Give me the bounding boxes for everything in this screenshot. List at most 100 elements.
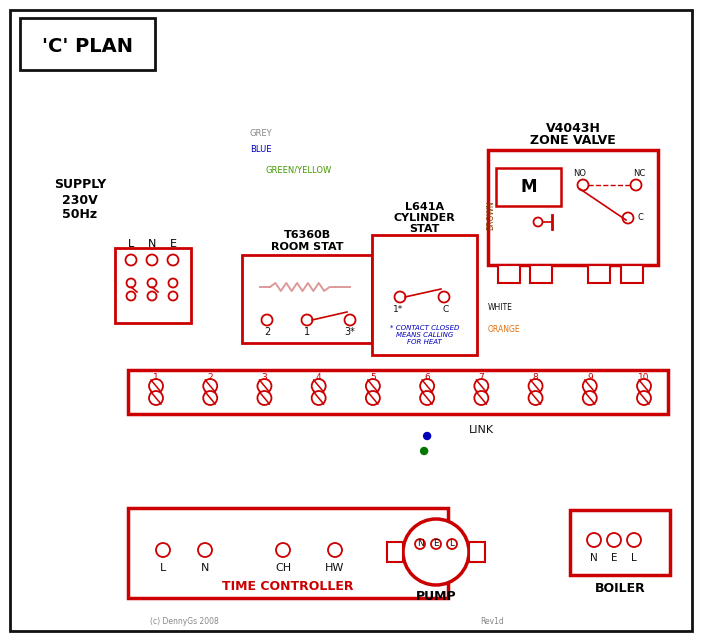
- Text: 9: 9: [587, 374, 592, 383]
- Text: PUMP: PUMP: [416, 590, 456, 603]
- Bar: [20, 18, 155, 70]
- Circle shape: [126, 278, 135, 288]
- Text: 7: 7: [479, 374, 484, 383]
- Text: TIME CONTROLLER: TIME CONTROLLER: [223, 579, 354, 592]
- Text: CH: CH: [275, 563, 291, 573]
- Circle shape: [156, 543, 170, 557]
- Circle shape: [475, 391, 489, 405]
- Circle shape: [149, 391, 163, 405]
- Text: WHITE: WHITE: [488, 303, 513, 312]
- Circle shape: [147, 292, 157, 301]
- Bar: [115, 248, 191, 323]
- Circle shape: [258, 391, 272, 405]
- Circle shape: [587, 533, 601, 547]
- Text: HW: HW: [325, 563, 345, 573]
- Text: LINK: LINK: [469, 425, 494, 435]
- Text: V4043H: V4043H: [545, 122, 600, 135]
- Text: L: L: [631, 553, 637, 563]
- Circle shape: [529, 379, 543, 393]
- Circle shape: [149, 379, 163, 393]
- Text: C: C: [443, 306, 449, 315]
- Text: N: N: [416, 540, 423, 549]
- Text: 1*: 1*: [393, 306, 403, 315]
- Bar: [387, 542, 403, 562]
- Bar: [242, 255, 372, 343]
- Text: STAT: STAT: [409, 224, 439, 234]
- Circle shape: [623, 213, 633, 224]
- Text: NO: NO: [574, 169, 586, 178]
- Circle shape: [475, 379, 489, 393]
- Circle shape: [439, 292, 449, 303]
- Circle shape: [328, 543, 342, 557]
- Circle shape: [630, 179, 642, 190]
- Text: 3*: 3*: [345, 327, 355, 337]
- Circle shape: [395, 292, 406, 303]
- Circle shape: [447, 539, 457, 549]
- Circle shape: [203, 391, 217, 405]
- Text: Rev1d: Rev1d: [480, 617, 504, 626]
- Text: L: L: [449, 540, 454, 549]
- Circle shape: [126, 292, 135, 301]
- Circle shape: [345, 315, 355, 326]
- Text: E: E: [433, 540, 439, 549]
- Bar: [621, 265, 643, 283]
- Circle shape: [198, 543, 212, 557]
- Text: L: L: [160, 563, 166, 573]
- Text: NC: NC: [633, 169, 645, 178]
- Text: T6360B: T6360B: [284, 230, 331, 240]
- Circle shape: [147, 254, 157, 265]
- Bar: [588, 265, 610, 283]
- Circle shape: [276, 543, 290, 557]
- Text: 2: 2: [264, 327, 270, 337]
- Text: 10: 10: [638, 374, 650, 383]
- Text: 3: 3: [262, 374, 267, 383]
- Text: 8: 8: [533, 374, 538, 383]
- Text: BOILER: BOILER: [595, 581, 645, 594]
- Circle shape: [420, 447, 428, 454]
- Bar: [498, 265, 520, 283]
- Text: N: N: [148, 239, 156, 249]
- Text: ROOM STAT: ROOM STAT: [271, 242, 343, 252]
- Circle shape: [415, 539, 425, 549]
- Bar: [530, 265, 552, 283]
- Circle shape: [637, 379, 651, 393]
- Bar: [469, 542, 485, 562]
- Bar: [128, 370, 668, 414]
- Circle shape: [366, 391, 380, 405]
- Bar: [488, 150, 658, 265]
- Circle shape: [583, 391, 597, 405]
- Text: 1: 1: [153, 374, 159, 383]
- Text: * CONTACT CLOSED
MEANS CALLING
FOR HEAT: * CONTACT CLOSED MEANS CALLING FOR HEAT: [390, 325, 459, 345]
- Circle shape: [168, 292, 178, 301]
- Circle shape: [262, 315, 272, 326]
- Circle shape: [607, 533, 621, 547]
- Text: GREEN/YELLOW: GREEN/YELLOW: [265, 165, 331, 174]
- Text: 'C' PLAN: 'C' PLAN: [41, 37, 133, 56]
- Text: CYLINDER: CYLINDER: [394, 213, 456, 223]
- Text: BROWN: BROWN: [486, 200, 496, 230]
- Text: L: L: [128, 239, 134, 249]
- Text: C: C: [638, 213, 644, 222]
- Circle shape: [529, 391, 543, 405]
- Text: ORANGE: ORANGE: [488, 326, 521, 335]
- Text: M: M: [520, 178, 537, 196]
- Circle shape: [301, 315, 312, 326]
- Text: 6: 6: [424, 374, 430, 383]
- Text: N: N: [201, 563, 209, 573]
- Circle shape: [126, 254, 136, 265]
- Text: 2: 2: [207, 374, 213, 383]
- Text: GREY: GREY: [250, 128, 272, 138]
- Circle shape: [312, 391, 326, 405]
- Circle shape: [420, 379, 434, 393]
- Text: E: E: [611, 553, 617, 563]
- Circle shape: [583, 379, 597, 393]
- Bar: [496, 168, 561, 206]
- Circle shape: [312, 379, 326, 393]
- Text: 230V: 230V: [62, 194, 98, 206]
- Circle shape: [637, 391, 651, 405]
- Text: 1: 1: [304, 327, 310, 337]
- Circle shape: [431, 539, 441, 549]
- Bar: [570, 510, 670, 575]
- Text: L641A: L641A: [405, 202, 444, 212]
- Text: 50Hz: 50Hz: [62, 208, 98, 222]
